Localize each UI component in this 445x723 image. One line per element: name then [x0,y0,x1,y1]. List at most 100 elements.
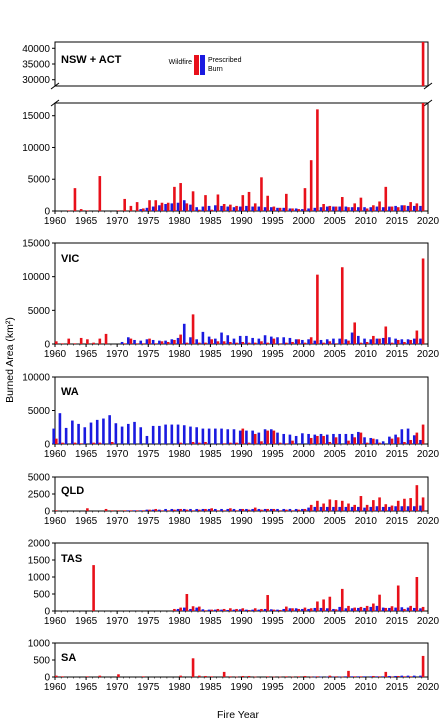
prescribed-bar [344,506,348,511]
x-tick-label: 1975 [137,516,160,527]
wildfire-bar [241,675,245,677]
prescribed-bar [350,433,354,444]
y-tick-label: 5000 [28,175,51,186]
x-tick-label: 1960 [44,616,67,627]
prescribed-bar [288,608,292,611]
wildfire-bar [322,204,325,211]
x-tick-label: 1960 [44,216,67,227]
prescribed-bar [251,609,254,611]
wildfire-bar [160,202,164,211]
wildfire-bar [247,509,251,511]
wildfire-bar [222,510,226,511]
prescribed-bar [220,508,223,511]
legend-prescribed-label-2: Burn [208,66,223,73]
wildfire-bar [166,202,170,211]
wildfire-bar [253,203,257,211]
prescribed-bar [189,204,192,211]
x-tick-label: 1975 [137,349,160,360]
wildfire-bar [142,676,145,677]
wildfire-bar [148,338,151,344]
prescribed-bar [257,338,261,344]
prescribed-bar [158,205,161,211]
prescribed-bar [412,675,416,677]
wildfire-bar [67,210,71,211]
wildfire-bar [291,510,294,511]
prescribed-bar [406,607,410,611]
wildfire-bar [309,437,313,444]
wildfire-bar [55,675,58,677]
prescribed-bar [151,425,155,444]
wildfire-bar [241,195,245,211]
wildfire-bar [409,605,412,611]
wildfire-bar [409,339,412,344]
prescribed-bar [226,206,230,211]
wildfire-bar [316,676,319,677]
prescribed-bar [381,207,385,211]
prescribed-bar [164,424,167,444]
prescribed-bar [307,339,310,344]
wildfire-bar [247,442,251,444]
prescribed-bar [176,424,180,444]
wildfire-bar [347,670,350,677]
prescribed-bar [182,323,186,344]
wildfire-bar [247,609,251,611]
prescribed-bar [201,428,205,444]
wildfire-bar [316,601,319,611]
wildfire-bar [285,606,288,611]
prescribed-bar [189,508,192,511]
x-tick-label: 2015 [386,449,409,460]
prescribed-bar [276,609,279,611]
wildfire-bar [421,424,425,444]
prescribed-bar [52,428,55,444]
wildfire-bar [222,671,226,677]
prescribed-bar [369,676,373,677]
prescribed-bar [220,205,223,211]
plot-frame [54,542,429,612]
wildfire-bar [272,430,276,444]
wildfire-bar [117,674,120,677]
prescribed-bar [394,675,397,677]
wildfire-bar [334,343,338,344]
prescribed-bar [245,609,248,611]
wildfire-bar [142,510,145,511]
prescribed-bar [232,429,236,444]
wildfire-bar [291,440,294,444]
wildfire-bar [92,442,95,444]
prescribed-bar [344,608,348,611]
x-tick-label: 1960 [44,449,67,460]
prescribed-bar [176,608,180,611]
prescribed-bar [338,676,341,678]
legend-wildfire-label: Wildfire [169,59,192,66]
y-tick-label: 10000 [22,272,50,283]
wildfire-bar [79,209,83,211]
panel-wa: 0 5000 10000 1960 1965 1970 1975 1980 1985 1990 19… [22,373,439,461]
wildfire-bar [73,442,77,444]
wildfire-bar [166,510,170,511]
prescribed-bar [388,506,391,511]
wildfire-bar [328,341,332,344]
x-tick-label: 2020 [417,216,440,227]
wildfire-bar [253,676,257,678]
prescribed-bar [338,433,341,444]
wildfire-bar [347,440,350,444]
wildfire-bar [396,585,400,611]
x-tick-label: 1995 [261,349,284,360]
prescribed-bar [394,434,397,444]
prescribed-bar [251,206,254,211]
x-tick-label: 1970 [106,682,129,693]
wildfire-bar [396,675,400,677]
prescribed-bar [201,609,205,611]
wildfire-bar [148,200,151,211]
prescribed-bar [363,338,366,344]
prescribed-bar [207,508,211,511]
prescribed-bar [151,509,155,511]
x-tick-label: 2000 [293,216,316,227]
wildfire-bar [421,655,425,677]
wildfire-bar [403,676,406,677]
wildfire-bar [421,497,425,511]
prescribed-bar [158,509,161,511]
prescribed-bar [406,675,410,677]
prescribed-bar [388,607,391,611]
wildfire-bar [316,109,319,211]
wildfire-bar [61,442,64,444]
